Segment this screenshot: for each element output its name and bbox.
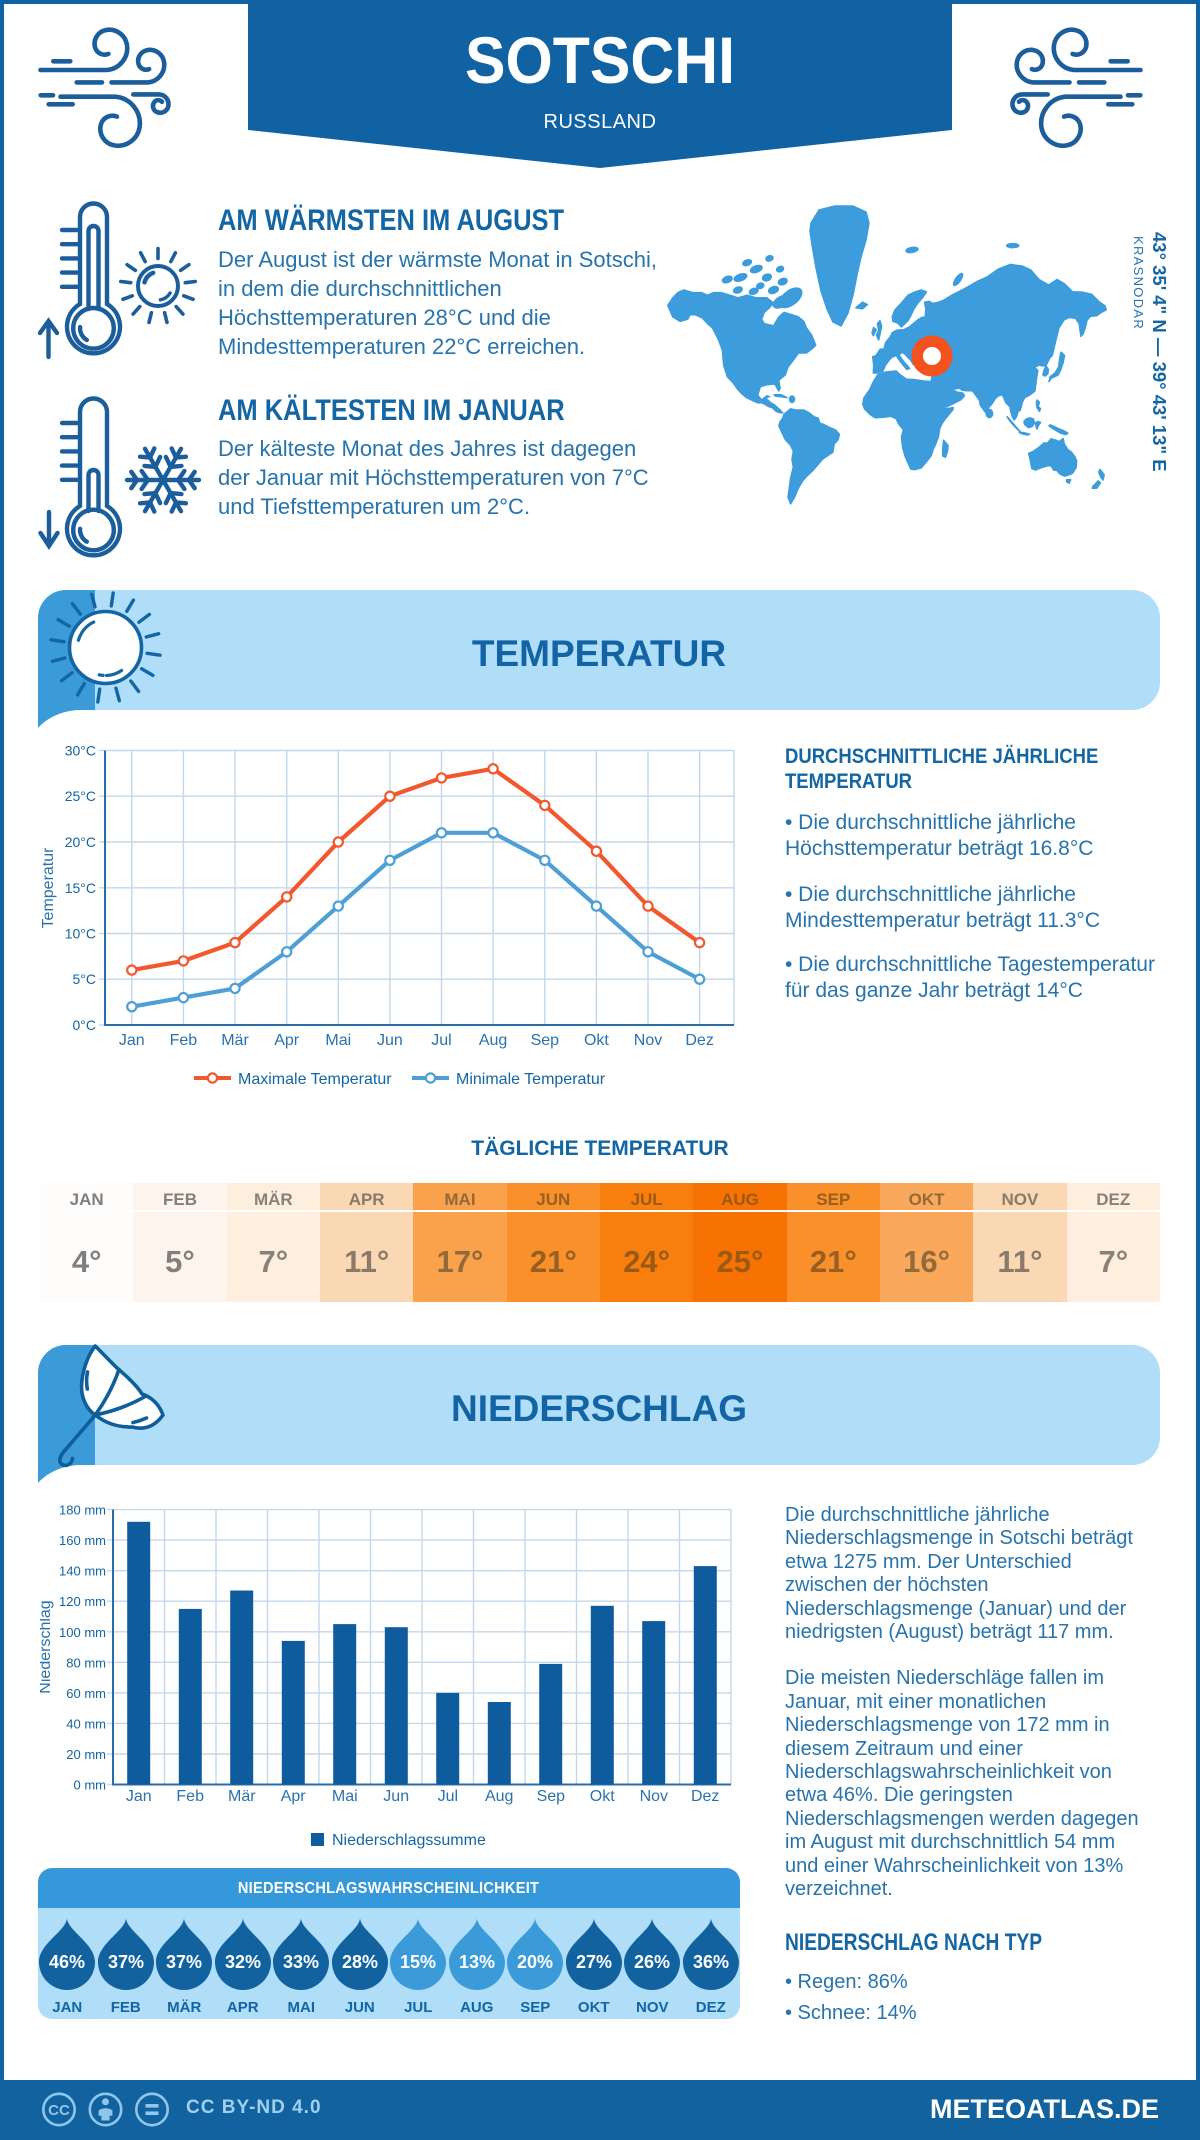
- svg-text:Okt: Okt: [584, 1032, 609, 1049]
- svg-text:Niederschlag: Niederschlag: [40, 1600, 54, 1693]
- svg-text:Nov: Nov: [640, 1788, 668, 1805]
- svg-text:Apr: Apr: [274, 1032, 300, 1049]
- svg-text:37%: 37%: [166, 1952, 202, 1972]
- svg-text:100 mm: 100 mm: [59, 1625, 106, 1640]
- svg-text:20 mm: 20 mm: [66, 1747, 106, 1762]
- svg-text:Jan: Jan: [126, 1788, 152, 1805]
- svg-text:Mär: Mär: [228, 1788, 256, 1805]
- svg-text:5°C: 5°C: [73, 971, 97, 987]
- svg-text:Mai: Mai: [332, 1788, 358, 1805]
- svg-text:20°C: 20°C: [65, 834, 96, 850]
- svg-text:Maximale Temperatur: Maximale Temperatur: [238, 1071, 392, 1088]
- svg-text:Feb: Feb: [176, 1788, 204, 1805]
- svg-text:Jun: Jun: [383, 1788, 409, 1805]
- svg-text:Minimale Temperatur: Minimale Temperatur: [456, 1071, 606, 1088]
- svg-text:37%: 37%: [108, 1952, 144, 1972]
- svg-text:Apr: Apr: [281, 1788, 307, 1805]
- svg-text:13%: 13%: [459, 1952, 495, 1972]
- svg-text:Aug: Aug: [479, 1032, 507, 1049]
- svg-text:33%: 33%: [283, 1952, 319, 1972]
- svg-text:Mai: Mai: [325, 1032, 351, 1049]
- svg-text:180 mm: 180 mm: [59, 1503, 106, 1518]
- svg-text:120 mm: 120 mm: [59, 1594, 106, 1609]
- svg-text:25°C: 25°C: [65, 788, 96, 804]
- svg-text:40 mm: 40 mm: [66, 1716, 106, 1731]
- svg-text:10°C: 10°C: [65, 926, 96, 942]
- svg-text:30°C: 30°C: [65, 743, 96, 759]
- svg-text:Sep: Sep: [531, 1032, 560, 1049]
- svg-text:Nov: Nov: [634, 1032, 662, 1049]
- svg-text:140 mm: 140 mm: [59, 1564, 106, 1579]
- svg-text:28%: 28%: [342, 1952, 378, 1972]
- svg-text:Feb: Feb: [170, 1032, 198, 1049]
- svg-text:Jan: Jan: [119, 1032, 145, 1049]
- svg-text:Okt: Okt: [590, 1788, 615, 1805]
- svg-text:32%: 32%: [225, 1952, 261, 1972]
- svg-text:Dez: Dez: [685, 1032, 713, 1049]
- svg-text:CC: CC: [48, 2102, 70, 2119]
- svg-text:Mär: Mär: [221, 1032, 249, 1049]
- svg-text:Aug: Aug: [485, 1788, 513, 1805]
- svg-text:27%: 27%: [576, 1952, 612, 1972]
- svg-text:20%: 20%: [517, 1952, 553, 1972]
- svg-text:Jul: Jul: [431, 1032, 451, 1049]
- svg-text:Sep: Sep: [537, 1788, 566, 1805]
- svg-text:26%: 26%: [634, 1952, 670, 1972]
- svg-text:Jul: Jul: [438, 1788, 458, 1805]
- svg-text:160 mm: 160 mm: [59, 1533, 106, 1548]
- svg-text:60 mm: 60 mm: [66, 1686, 106, 1701]
- svg-text:15°C: 15°C: [65, 880, 96, 896]
- svg-text:36%: 36%: [693, 1952, 729, 1972]
- svg-text:80 mm: 80 mm: [66, 1655, 106, 1670]
- svg-text:0°C: 0°C: [73, 1017, 97, 1033]
- svg-text:Niederschlagssumme: Niederschlagssumme: [332, 1832, 486, 1849]
- svg-text:Temperatur: Temperatur: [40, 847, 57, 929]
- svg-text:Dez: Dez: [691, 1788, 719, 1805]
- svg-text:46%: 46%: [49, 1952, 85, 1972]
- svg-text:15%: 15%: [400, 1952, 436, 1972]
- svg-text:Jun: Jun: [377, 1032, 403, 1049]
- svg-text:0 mm: 0 mm: [74, 1778, 107, 1793]
